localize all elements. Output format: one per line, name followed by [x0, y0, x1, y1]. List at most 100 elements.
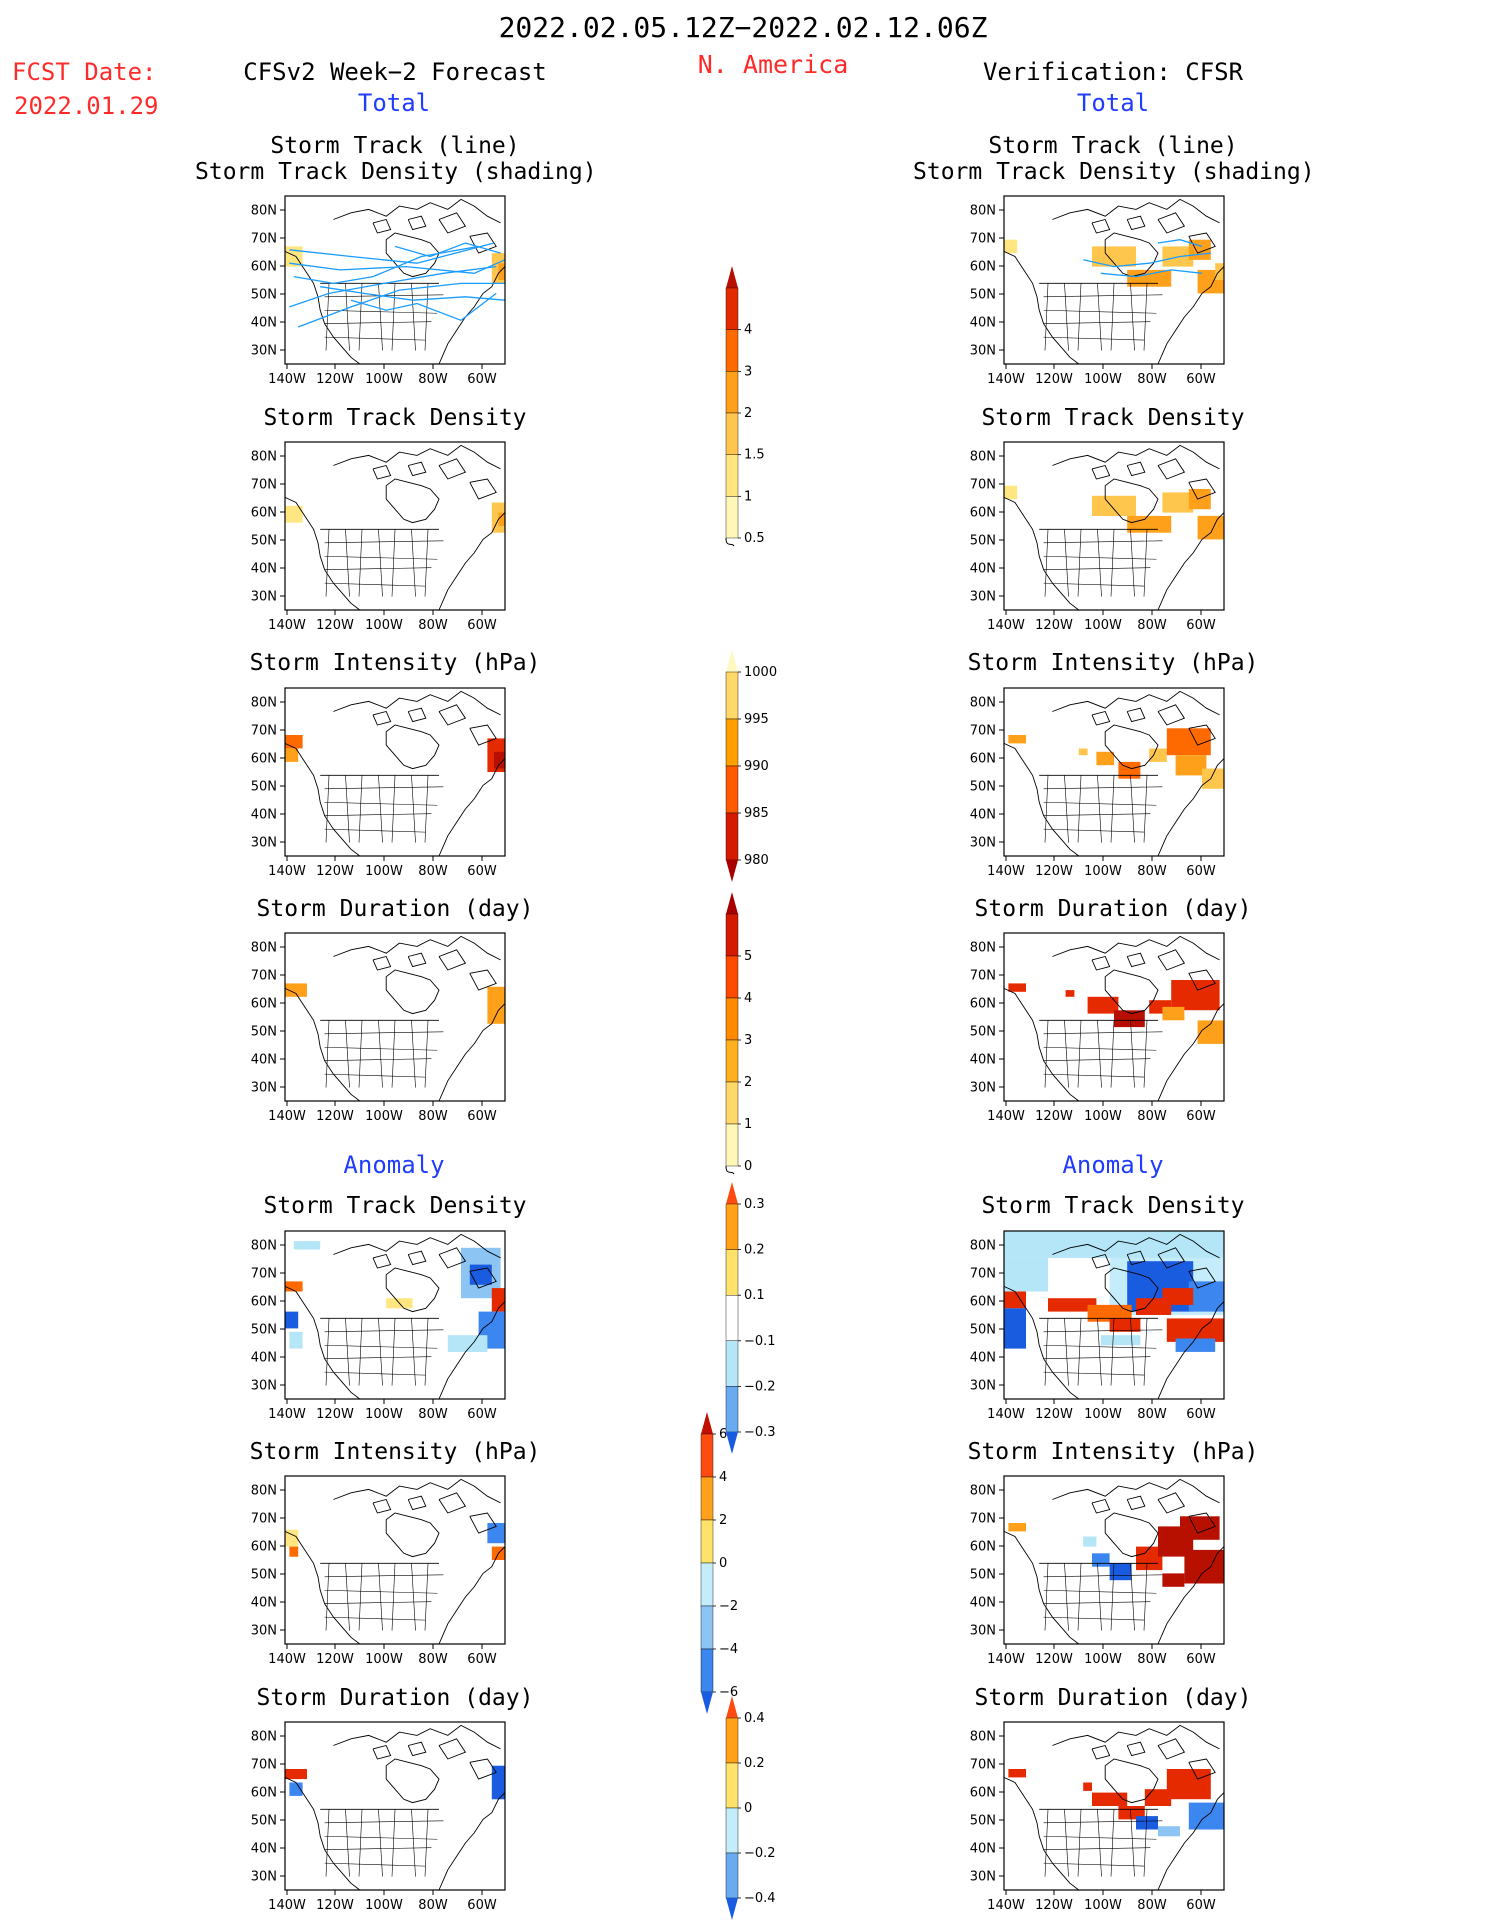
map-right-anom-density-lon-label-4: 60W — [1186, 1407, 1216, 1422]
colorbar-anom-density-segment-1 — [725, 1340, 739, 1387]
map-left-anom-density-lon-label-4: 60W — [467, 1407, 497, 1422]
colorbar-total-duration-segment-4 — [725, 955, 739, 999]
map-right-track-background — [1004, 196, 1224, 364]
map-left-anom-density-lon-label-3: 80W — [418, 1407, 448, 1422]
map-left-density-state-lines — [324, 529, 444, 597]
map-left-anom-duration-lat-label-2: 60N — [251, 1786, 277, 1801]
colorbar-anom-duration-label-4: 0.4 — [744, 1711, 765, 1726]
map-left-anom-duration-lat-label-3: 50N — [251, 1814, 277, 1829]
map-right-intensity: 80N 70N 60N 50N 40N 30N 140W 120W 100W 80W 60W — [970, 687, 1225, 879]
map-left-duration-coastline — [284, 935, 506, 1102]
colorbar-anom-duration-max-arrow — [726, 1696, 738, 1718]
left-intensity-title: Storm Intensity (hPa) — [249, 650, 541, 676]
left-duration-title: Storm Duration (day) — [256, 896, 534, 922]
map-right-density-lat-label-2: 60N — [970, 506, 996, 521]
map-right-track-track-0 — [1083, 252, 1211, 268]
map-left-track-track-6 — [394, 242, 501, 258]
map-left-anom-intensity-lon-label-1: 120W — [316, 1652, 354, 1667]
map-right-track-lon-label-0: 140W — [987, 372, 1025, 387]
colorbar-total-intensity-label-2: 990 — [744, 759, 769, 774]
colorbar-total-density-segment-3 — [725, 371, 739, 414]
map-right-duration-shading-1 — [1065, 990, 1075, 997]
map-right-density-lon-label-4: 60W — [1186, 618, 1216, 633]
map-right-anom-duration-frame — [1003, 1721, 1225, 1891]
map-right-anom-density-shading-1 — [1004, 1257, 1048, 1292]
map-left-track-track-1 — [289, 259, 506, 274]
map-right-intensity-shading-4 — [1149, 748, 1167, 762]
map-left-anom-density-state-lines — [324, 1318, 444, 1386]
map-left-anom-duration-lon-label-0: 140W — [268, 1898, 306, 1913]
map-left-density-lat-label-0: 80N — [251, 450, 277, 465]
map-left-anom-density-lon-label-0: 140W — [268, 1407, 306, 1422]
colorbar-anom-density-label-5: 0.3 — [744, 1197, 765, 1212]
colorbar-anom-duration-label-1: −0.2 — [744, 1846, 776, 1861]
colorbar-anom-density-label-1: −0.2 — [744, 1379, 776, 1394]
map-right-density-shading-0 — [1004, 485, 1018, 500]
map-right-track-lat-label-0: 80N — [970, 204, 996, 219]
map-right-anom-intensity-lat-label-0: 80N — [970, 1484, 996, 1499]
map-right-anom-density-lat-label-0: 80N — [970, 1239, 996, 1254]
map-left-anom-intensity-shading-0 — [285, 1529, 299, 1547]
map-left-density-lat-label-4: 40N — [251, 562, 277, 577]
map-left-track: 80N 70N 60N 50N 40N 30N 140W 120W 100W 80W 60W — [251, 195, 506, 387]
map-right-anom-density-shading-7 — [1048, 1298, 1097, 1312]
colorbar-total-density-segment-5 — [725, 287, 739, 330]
map-left-track-background — [285, 196, 505, 364]
map-right-intensity-state-lines — [1043, 775, 1163, 843]
map-right-anom-duration-shading-0 — [1008, 1769, 1026, 1778]
colorbar-total-intensity-segment-2 — [725, 718, 739, 767]
map-right-density: 80N 70N 60N 50N 40N 30N 140W 120W 100W 80W 60W — [970, 441, 1225, 633]
colorbar-anom-density-label-3: 0.1 — [744, 1288, 765, 1303]
map-left-anom-density-lat-label-0: 80N — [251, 1239, 277, 1254]
colorbar-anom-intensity-segment-3 — [700, 1519, 714, 1564]
map-right-anom-intensity-shading-8 — [1162, 1573, 1185, 1587]
map-right-duration-lat-label-5: 30N — [970, 1081, 996, 1096]
map-left-track-track-2 — [289, 265, 497, 308]
colorbar-total-intensity-label-1: 985 — [744, 806, 769, 821]
map-left-anom-density-lon-label-2: 100W — [365, 1407, 403, 1422]
map-right-track-lat-label-4: 40N — [970, 316, 996, 331]
map-left-track-lat-label-2: 60N — [251, 260, 277, 275]
map-right-intensity-lat-label-5: 30N — [970, 836, 996, 851]
map-right-anom-density-frame — [1003, 1230, 1225, 1400]
map-right-duration-lon-label-3: 80W — [1137, 1109, 1167, 1124]
map-right-intensity-lat-label-1: 70N — [970, 724, 996, 739]
map-left-anom-density-shading-8 — [447, 1335, 488, 1352]
colorbar-total-intensity: 980 985 990 995 1000 — [725, 650, 777, 882]
map-right-anom-duration-shading-4 — [1144, 1789, 1172, 1806]
map-left-anom-intensity-lon-label-4: 60W — [467, 1652, 497, 1667]
map-left-intensity-lat-label-2: 60N — [251, 752, 277, 767]
colorbar-total-duration: 0 1 2 3 4 5 — [725, 892, 752, 1175]
map-right-density-lat-label-1: 70N — [970, 478, 996, 493]
map-right-density-lat-label-5: 30N — [970, 590, 996, 605]
map-left-anom-duration-background — [285, 1722, 505, 1890]
map-right-anom-duration-lon-label-0: 140W — [987, 1898, 1025, 1913]
map-right-anom-duration-lon-label-1: 120W — [1035, 1898, 1073, 1913]
region-label: N. America — [697, 50, 849, 79]
map-left-anom-density: 80N 70N 60N 50N 40N 30N 140W 120W 100W 80W 60W — [251, 1230, 506, 1422]
map-left-track-state-lines — [324, 283, 444, 351]
map-right-track-lon-label-1: 120W — [1035, 372, 1073, 387]
map-left-anom-density-shading-3 — [289, 1331, 303, 1349]
map-left-anom-duration: 80N 70N 60N 50N 40N 30N 140W 120W 100W 80W 60W — [251, 1721, 506, 1913]
map-right-intensity-lat-label-0: 80N — [970, 696, 996, 711]
map-left-anom-density-shading-5 — [469, 1264, 492, 1285]
map-right-density-frame — [1003, 441, 1225, 611]
map-right-anom-intensity-lon-label-3: 80W — [1137, 1652, 1167, 1667]
map-right-anom-duration-lon-label-3: 80W — [1137, 1898, 1167, 1913]
map-right-density-shading-2 — [1127, 515, 1172, 533]
map-right-duration-state-lines — [1043, 1020, 1163, 1088]
map-right-density-shading-1 — [1092, 495, 1136, 516]
map-right-track-shading-1 — [1092, 246, 1136, 267]
left-anom-intensity-title: Storm Intensity (hPa) — [249, 1439, 541, 1465]
map-right-anom-intensity-frame — [1003, 1475, 1225, 1645]
map-right-anom-density-shading-6 — [1004, 1308, 1026, 1349]
map-left-duration-state-lines — [324, 1020, 444, 1088]
map-left-anom-intensity-frame — [284, 1475, 506, 1645]
map-right-track-lon-label-3: 80W — [1137, 372, 1167, 387]
map-right-duration: 80N 70N 60N 50N 40N 30N 140W 120W 100W 80W 60W — [970, 932, 1225, 1124]
map-left-track-lat-label-5: 30N — [251, 344, 277, 359]
map-right-anom-density-shading-8 — [1087, 1304, 1132, 1322]
colorbar-total-density-label-1: 1 — [744, 489, 752, 504]
map-left-track-lat-label-0: 80N — [251, 204, 277, 219]
